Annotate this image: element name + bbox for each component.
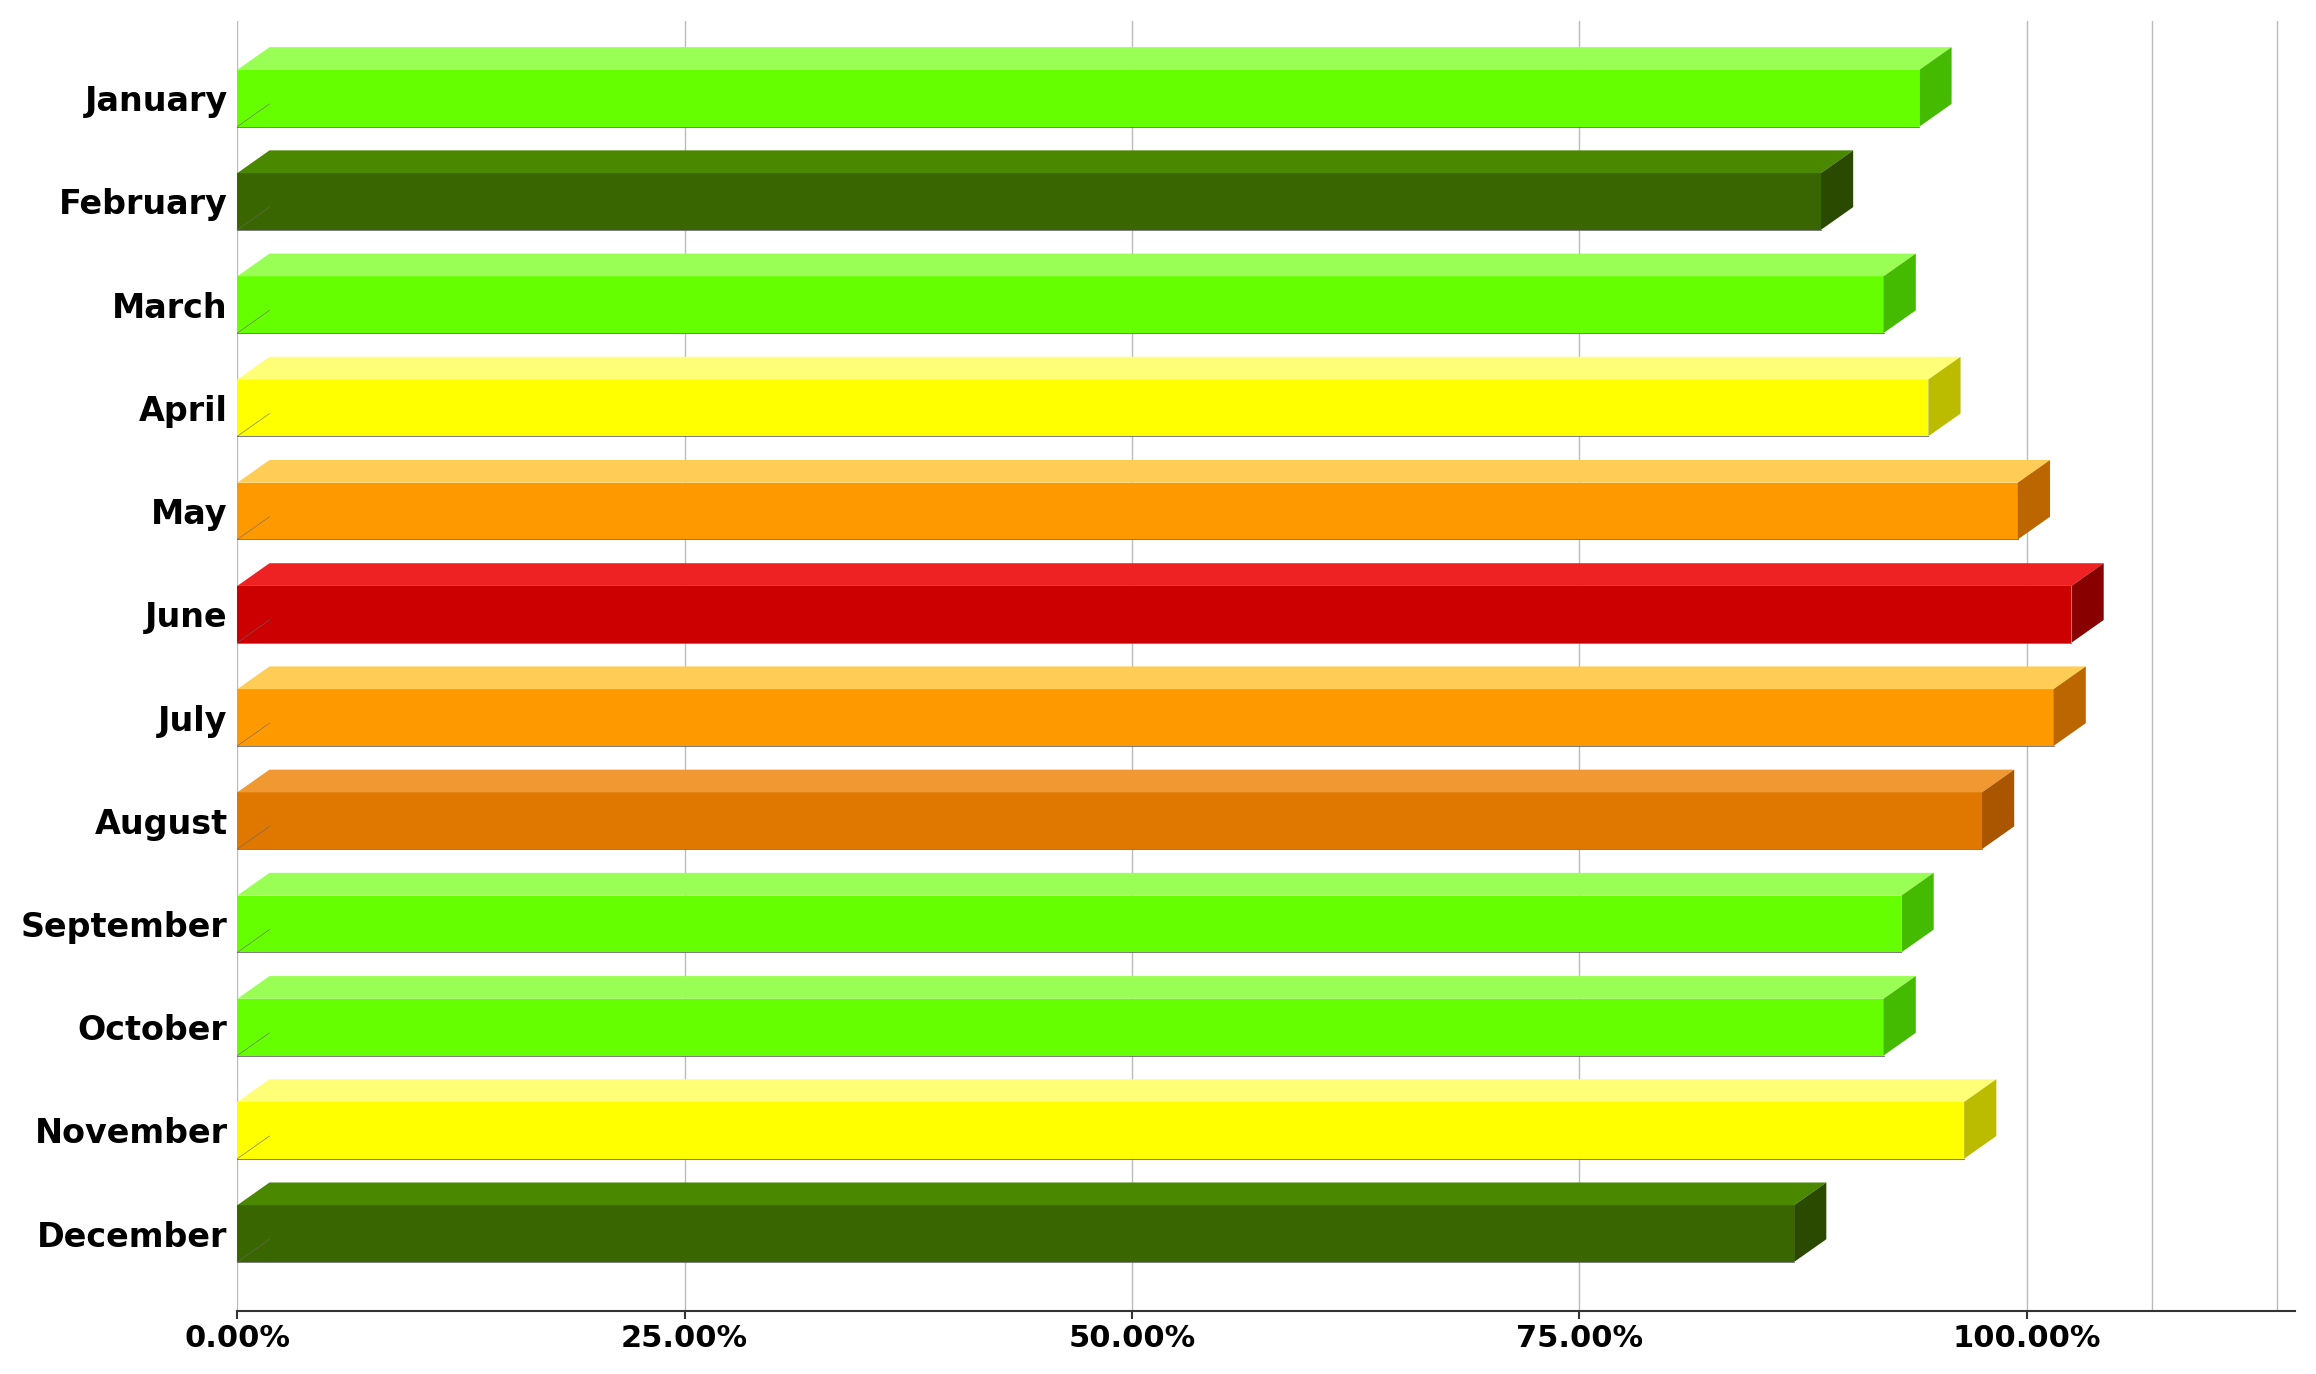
- Bar: [236, 896, 1901, 952]
- Bar: [236, 70, 1920, 126]
- Bar: [236, 379, 1929, 437]
- Polygon shape: [236, 254, 1915, 276]
- Polygon shape: [236, 666, 2087, 690]
- Polygon shape: [2017, 460, 2050, 540]
- Bar: [236, 1205, 1795, 1261]
- Bar: [236, 276, 1883, 333]
- Polygon shape: [1964, 1079, 1996, 1158]
- Polygon shape: [2071, 563, 2103, 643]
- Bar: [236, 690, 2054, 746]
- Polygon shape: [236, 769, 2015, 793]
- Polygon shape: [1820, 150, 1853, 229]
- Polygon shape: [236, 872, 1934, 896]
- Polygon shape: [236, 150, 1853, 173]
- Polygon shape: [236, 1079, 1996, 1102]
- Bar: [236, 999, 1883, 1055]
- Bar: [236, 173, 1820, 229]
- Polygon shape: [236, 357, 1962, 379]
- Polygon shape: [2054, 666, 2087, 746]
- Bar: [236, 793, 1982, 849]
- Bar: [236, 585, 2071, 643]
- Polygon shape: [236, 1183, 1827, 1205]
- Polygon shape: [236, 460, 2050, 482]
- Polygon shape: [1929, 357, 1962, 437]
- Polygon shape: [1982, 769, 2015, 849]
- Polygon shape: [1883, 254, 1915, 333]
- Polygon shape: [1883, 976, 1915, 1055]
- Polygon shape: [1795, 1183, 1827, 1261]
- Bar: [236, 1102, 1964, 1158]
- Polygon shape: [236, 563, 2103, 585]
- Polygon shape: [1901, 872, 1934, 952]
- Polygon shape: [1920, 47, 1952, 126]
- Polygon shape: [236, 976, 1915, 999]
- Bar: [236, 482, 2017, 540]
- Polygon shape: [236, 47, 1952, 70]
